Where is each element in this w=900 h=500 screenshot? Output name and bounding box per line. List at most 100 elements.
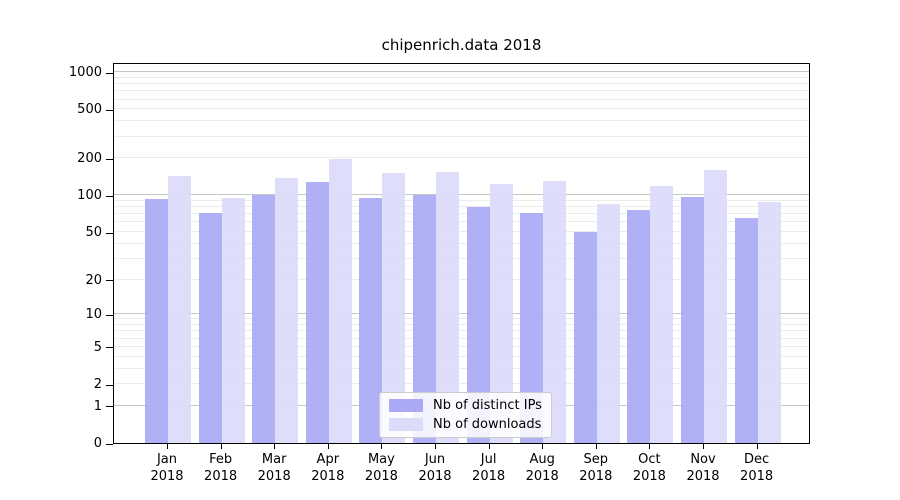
bar-downloads — [328, 158, 352, 443]
minor-gridline — [114, 221, 809, 223]
y-tick — [106, 406, 113, 408]
bar-downloads — [275, 178, 299, 443]
bar-distinct-ips — [520, 212, 544, 443]
bar-downloads — [757, 201, 781, 443]
y-tick-label: 1 — [93, 398, 102, 414]
major-gridline — [114, 71, 809, 73]
y-tick — [106, 158, 113, 160]
y-tick — [106, 109, 113, 111]
minor-gridline — [114, 199, 809, 201]
x-tick — [488, 444, 490, 449]
legend-item-distinct-ips: Nb of distinct IPs — [389, 398, 542, 413]
major-gridline — [114, 313, 809, 315]
minor-gridline — [114, 120, 809, 122]
y-tick — [106, 280, 113, 282]
minor-gridline — [114, 355, 809, 357]
x-tick-label: Apr 2018 — [311, 452, 345, 484]
x-tick — [703, 444, 704, 449]
minor-gridline — [114, 157, 809, 159]
y-tick-label: 0 — [93, 436, 102, 451]
bar-downloads — [489, 183, 513, 443]
minor-gridline — [114, 76, 809, 78]
legend-swatch-distinct-ips — [389, 399, 423, 412]
x-tick — [595, 444, 597, 449]
bar-downloads — [543, 180, 567, 443]
y-tick — [106, 195, 113, 197]
y-tick — [106, 314, 113, 316]
major-gridline — [114, 194, 809, 196]
bar-distinct-ips — [305, 181, 329, 443]
bar-downloads — [650, 185, 674, 443]
y-tick-label: 50 — [85, 225, 102, 240]
y-tick-label: 2 — [93, 377, 102, 392]
y-tick-label: 20 — [85, 272, 102, 288]
minor-gridline — [114, 278, 809, 280]
minor-gridline — [114, 108, 809, 110]
x-tick — [274, 444, 276, 449]
legend-swatch-downloads — [389, 418, 423, 431]
bar-distinct-ips — [734, 218, 758, 443]
plot-layer — [114, 64, 809, 443]
y-tick — [106, 384, 113, 386]
minor-gridline — [114, 367, 809, 369]
bar-downloads — [382, 173, 406, 443]
minor-gridline — [114, 242, 809, 244]
x-tick — [167, 444, 168, 449]
y-tick-label: 10 — [85, 307, 102, 323]
y-tick-label: 100 — [77, 188, 102, 204]
bar-distinct-ips — [466, 206, 490, 443]
x-tick — [435, 444, 436, 449]
minor-gridline — [114, 383, 809, 384]
bar-distinct-ips — [252, 194, 276, 443]
legend: Nb of distinct IPs Nb of downloads — [379, 392, 552, 438]
bar-downloads — [704, 169, 727, 443]
minor-gridline — [114, 257, 809, 259]
x-tick — [542, 444, 544, 449]
minor-gridline — [114, 213, 809, 215]
minor-gridline — [114, 83, 809, 85]
minor-gridline — [114, 337, 809, 339]
x-tick-label: Jun 2018 — [418, 452, 452, 484]
bar-downloads — [436, 172, 459, 443]
x-tick-label: Oct 2018 — [632, 452, 666, 484]
minor-gridline — [114, 231, 809, 232]
minor-gridline — [114, 135, 809, 137]
minor-gridline — [114, 345, 809, 347]
y-tick-label: 500 — [77, 102, 102, 118]
bar-downloads — [168, 176, 191, 443]
y-tick — [106, 72, 113, 74]
legend-item-downloads: Nb of downloads — [389, 417, 542, 432]
x-tick-label: Jul 2018 — [472, 452, 506, 484]
x-tick-label: Dec 2018 — [740, 452, 774, 484]
y-tick — [106, 443, 113, 445]
y-tick-label: 5 — [93, 339, 102, 355]
minor-gridline — [114, 98, 809, 100]
x-tick — [381, 444, 383, 449]
x-tick-label: Aug 2018 — [525, 452, 559, 484]
plot-area: Nb of distinct IPs Nb of downloads — [113, 63, 810, 444]
x-tick — [649, 444, 651, 449]
y-tick-label: 1000 — [68, 65, 102, 81]
bar-downloads — [596, 203, 620, 443]
bar-downloads — [221, 197, 245, 443]
x-tick-label: Mar 2018 — [257, 452, 291, 484]
bar-distinct-ips — [627, 209, 651, 443]
x-tick-label: Feb 2018 — [204, 452, 238, 484]
bar-distinct-ips — [681, 196, 704, 443]
chart-title: chipenrich.data 2018 — [381, 36, 542, 54]
x-tick-label: Nov 2018 — [686, 452, 720, 484]
x-tick — [756, 444, 758, 449]
bar-distinct-ips — [145, 199, 168, 443]
bar-distinct-ips — [413, 194, 436, 443]
legend-label-downloads: Nb of downloads — [433, 417, 542, 432]
minor-gridline — [114, 318, 809, 320]
x-tick — [327, 444, 329, 449]
bar-distinct-ips — [573, 232, 597, 443]
legend-label-distinct-ips: Nb of distinct IPs — [433, 398, 542, 413]
bar-distinct-ips — [198, 212, 222, 443]
x-tick-label: Jan 2018 — [150, 452, 184, 484]
bar-distinct-ips — [359, 197, 383, 443]
y-tick — [106, 232, 113, 234]
minor-gridline — [114, 206, 809, 208]
